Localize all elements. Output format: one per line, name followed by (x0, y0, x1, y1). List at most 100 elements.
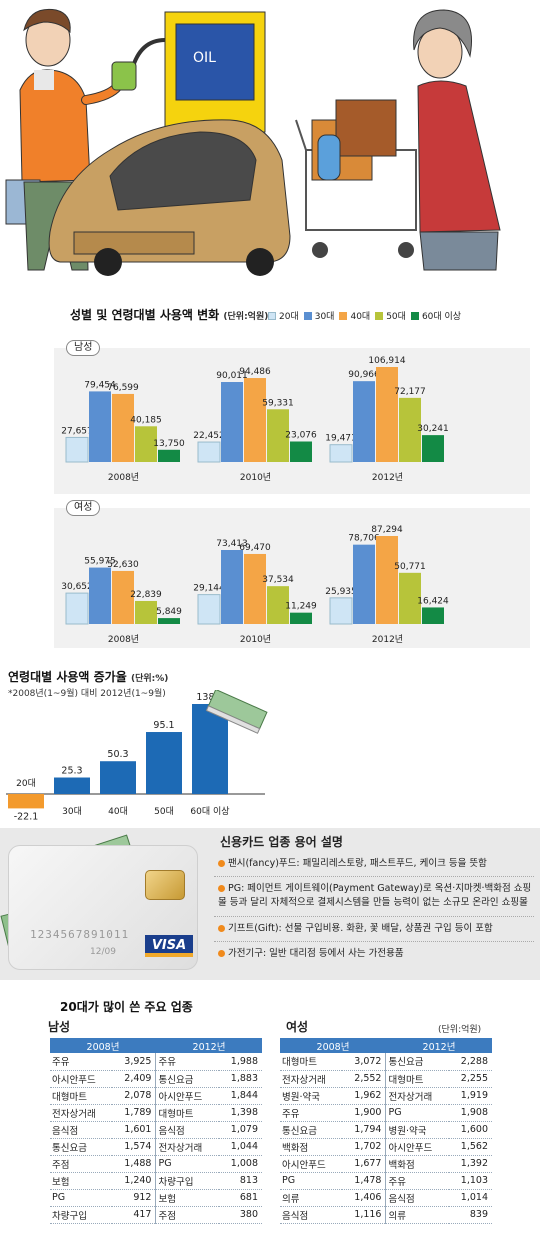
card-number: 1234567891011 (30, 928, 130, 941)
bar-50대-2012년 (399, 572, 421, 624)
table-row: 보험 1,240 차량구입 813 (50, 1172, 262, 1190)
bar-value-label: 90,966 (348, 370, 380, 380)
industry-cell: PG (280, 1172, 343, 1190)
bar-value-label: 16,424 (417, 596, 449, 606)
bar-value-label: 22,452 (193, 431, 225, 441)
industry-cell: 음식점 (280, 1206, 343, 1224)
industry-cell: 백화점 (280, 1138, 343, 1156)
term-divider (214, 876, 534, 877)
table-row: 아시안푸드 1,677 백화점 1,392 (280, 1155, 492, 1173)
industry-cell: 대형마트 (155, 1104, 219, 1122)
amount-cell: 1,014 (448, 1189, 492, 1207)
bar-20대-2008년 (65, 592, 89, 625)
bullet-icon (218, 950, 225, 957)
growth-value-label: -22.1 (14, 811, 39, 822)
bar-value-label: 69,470 (239, 543, 271, 553)
term-item-gift: 기프트(Gift): 선물 구입비용. 화환, 꽃 배달, 상품권 구입 등이 … (218, 922, 536, 936)
car-illustration (48, 119, 291, 276)
industry-cell: 아시안푸드 (385, 1138, 449, 1156)
industry-cell: 통신요금 (50, 1138, 113, 1156)
bullet-icon (218, 925, 225, 932)
amount-cell: 1,103 (448, 1172, 492, 1190)
amount-cell: 417 (112, 1206, 157, 1224)
industry-cell: 대형마트 (280, 1053, 343, 1071)
bar-60대 이상-2008년 (158, 618, 180, 624)
category-label: 2008년 (108, 634, 139, 645)
table-row: 대형마트 3,072 통신요금 2,288 (280, 1053, 492, 1071)
amount-cell: 1,988 (218, 1053, 262, 1071)
female-table-label: 여성 (286, 1020, 309, 1034)
bar-value-label: 90,011 (216, 371, 248, 381)
amount-cell: 1,919 (448, 1087, 492, 1105)
industry-cell: 보험 (155, 1189, 219, 1207)
industry-cell: 의류 (385, 1206, 449, 1224)
industry-cell: 통신요금 (155, 1070, 219, 1088)
bar-value-label: 29,144 (193, 584, 225, 594)
growth-bar-30대 (54, 777, 90, 794)
bar-value-label: 59,331 (262, 398, 294, 408)
card-chip-icon (145, 870, 185, 900)
industry-cell: 전자상거래 (280, 1070, 343, 1088)
table-row: 전자상거래 2,552 대형마트 2,255 (280, 1070, 492, 1088)
amount-cell: 2,288 (448, 1053, 492, 1071)
growth-value-label: 25.3 (61, 766, 82, 777)
bar-value-label: 25,935 (325, 587, 357, 597)
pump-sign: OIL (193, 50, 216, 66)
table-row: PG 1,478 주유 1,103 (280, 1172, 492, 1190)
bar-30대-2010년 (221, 382, 243, 462)
amount-cell: 1,406 (342, 1189, 387, 1207)
amount-cell: 1,702 (342, 1138, 387, 1156)
table-row: 전자상거래 1,789 대형마트 1,398 (50, 1104, 262, 1122)
growth-value-label: 138.1 (196, 692, 223, 703)
legend-item-40s: 40대 (339, 309, 370, 322)
oil-pump: OIL (111, 11, 266, 133)
growth-category-label: 40대 (108, 806, 128, 817)
table-section-title: 20대가 많이 쓴 주요 업종 (60, 1000, 193, 1014)
shopping-cart (295, 99, 417, 258)
amount-cell: 1,883 (218, 1070, 262, 1088)
table-row: 주점 1,488 PG 1,008 (50, 1155, 262, 1173)
industry-cell: 대형마트 (385, 1070, 449, 1088)
table-row: 음식점 1,601 음식점 1,079 (50, 1121, 262, 1139)
bullet-icon (218, 860, 225, 867)
term-item-pg: PG: 페이먼트 게이트웨이(Payment Gateway)로 옥션·지마켓·… (218, 883, 532, 908)
female-label: 여성 (66, 500, 101, 516)
table-row: 병원·약국 1,962 전자상거래 1,919 (280, 1087, 492, 1105)
industry-cell: 주유 (280, 1104, 343, 1122)
category-label: 2008년 (108, 472, 139, 483)
bar-value-label: 13,750 (153, 439, 185, 449)
amount-cell: 1,240 (112, 1172, 157, 1190)
bar-30대-2008년 (89, 391, 111, 462)
term-divider (214, 941, 534, 942)
industry-cell: 주점 (50, 1155, 113, 1173)
legend-item-60s: 60대 이상 (410, 309, 461, 322)
growth-category-label: 20대 (16, 778, 36, 789)
growth-bar-chart: -22.1 20대 25.3 30대 50.3 40대 95.1 50대 138.1 60대 이상 (6, 690, 268, 822)
category-label: 2012년 (372, 634, 403, 645)
industry-cell: 보험 (50, 1172, 113, 1190)
bar-40대-2010년 (244, 378, 266, 462)
amount-cell: 1,789 (112, 1104, 157, 1122)
bar-40대-2008년 (112, 570, 134, 624)
bar-50대-2010년 (267, 409, 289, 462)
bar-value-label: 11,249 (285, 602, 317, 612)
amount-cell: 1,488 (112, 1155, 157, 1173)
money-bundle-icon (205, 690, 268, 734)
bar-value-label: 76,599 (107, 383, 139, 393)
bar-value-label: 23,076 (285, 430, 317, 440)
bar-value-label: 106,914 (368, 356, 405, 366)
chart2-note: *2008년(1~9월) 대비 2012년(1~9월) (8, 689, 166, 699)
industry-cell: 의류 (280, 1189, 343, 1207)
growth-value-label: 95.1 (153, 720, 174, 731)
bar-60대 이상-2012년 (422, 435, 444, 462)
amount-cell: 1,079 (218, 1121, 262, 1139)
industry-cell: 음식점 (385, 1189, 449, 1207)
bar-60대 이상-2012년 (422, 607, 444, 624)
amount-cell: 1,677 (342, 1155, 387, 1173)
industry-cell: 병원·약국 (280, 1087, 343, 1105)
amount-cell: 681 (218, 1189, 262, 1207)
growth-category-label: 30대 (62, 806, 82, 817)
growth-category-label: 50대 (154, 806, 174, 817)
bar-value-label: 22,839 (130, 590, 162, 600)
